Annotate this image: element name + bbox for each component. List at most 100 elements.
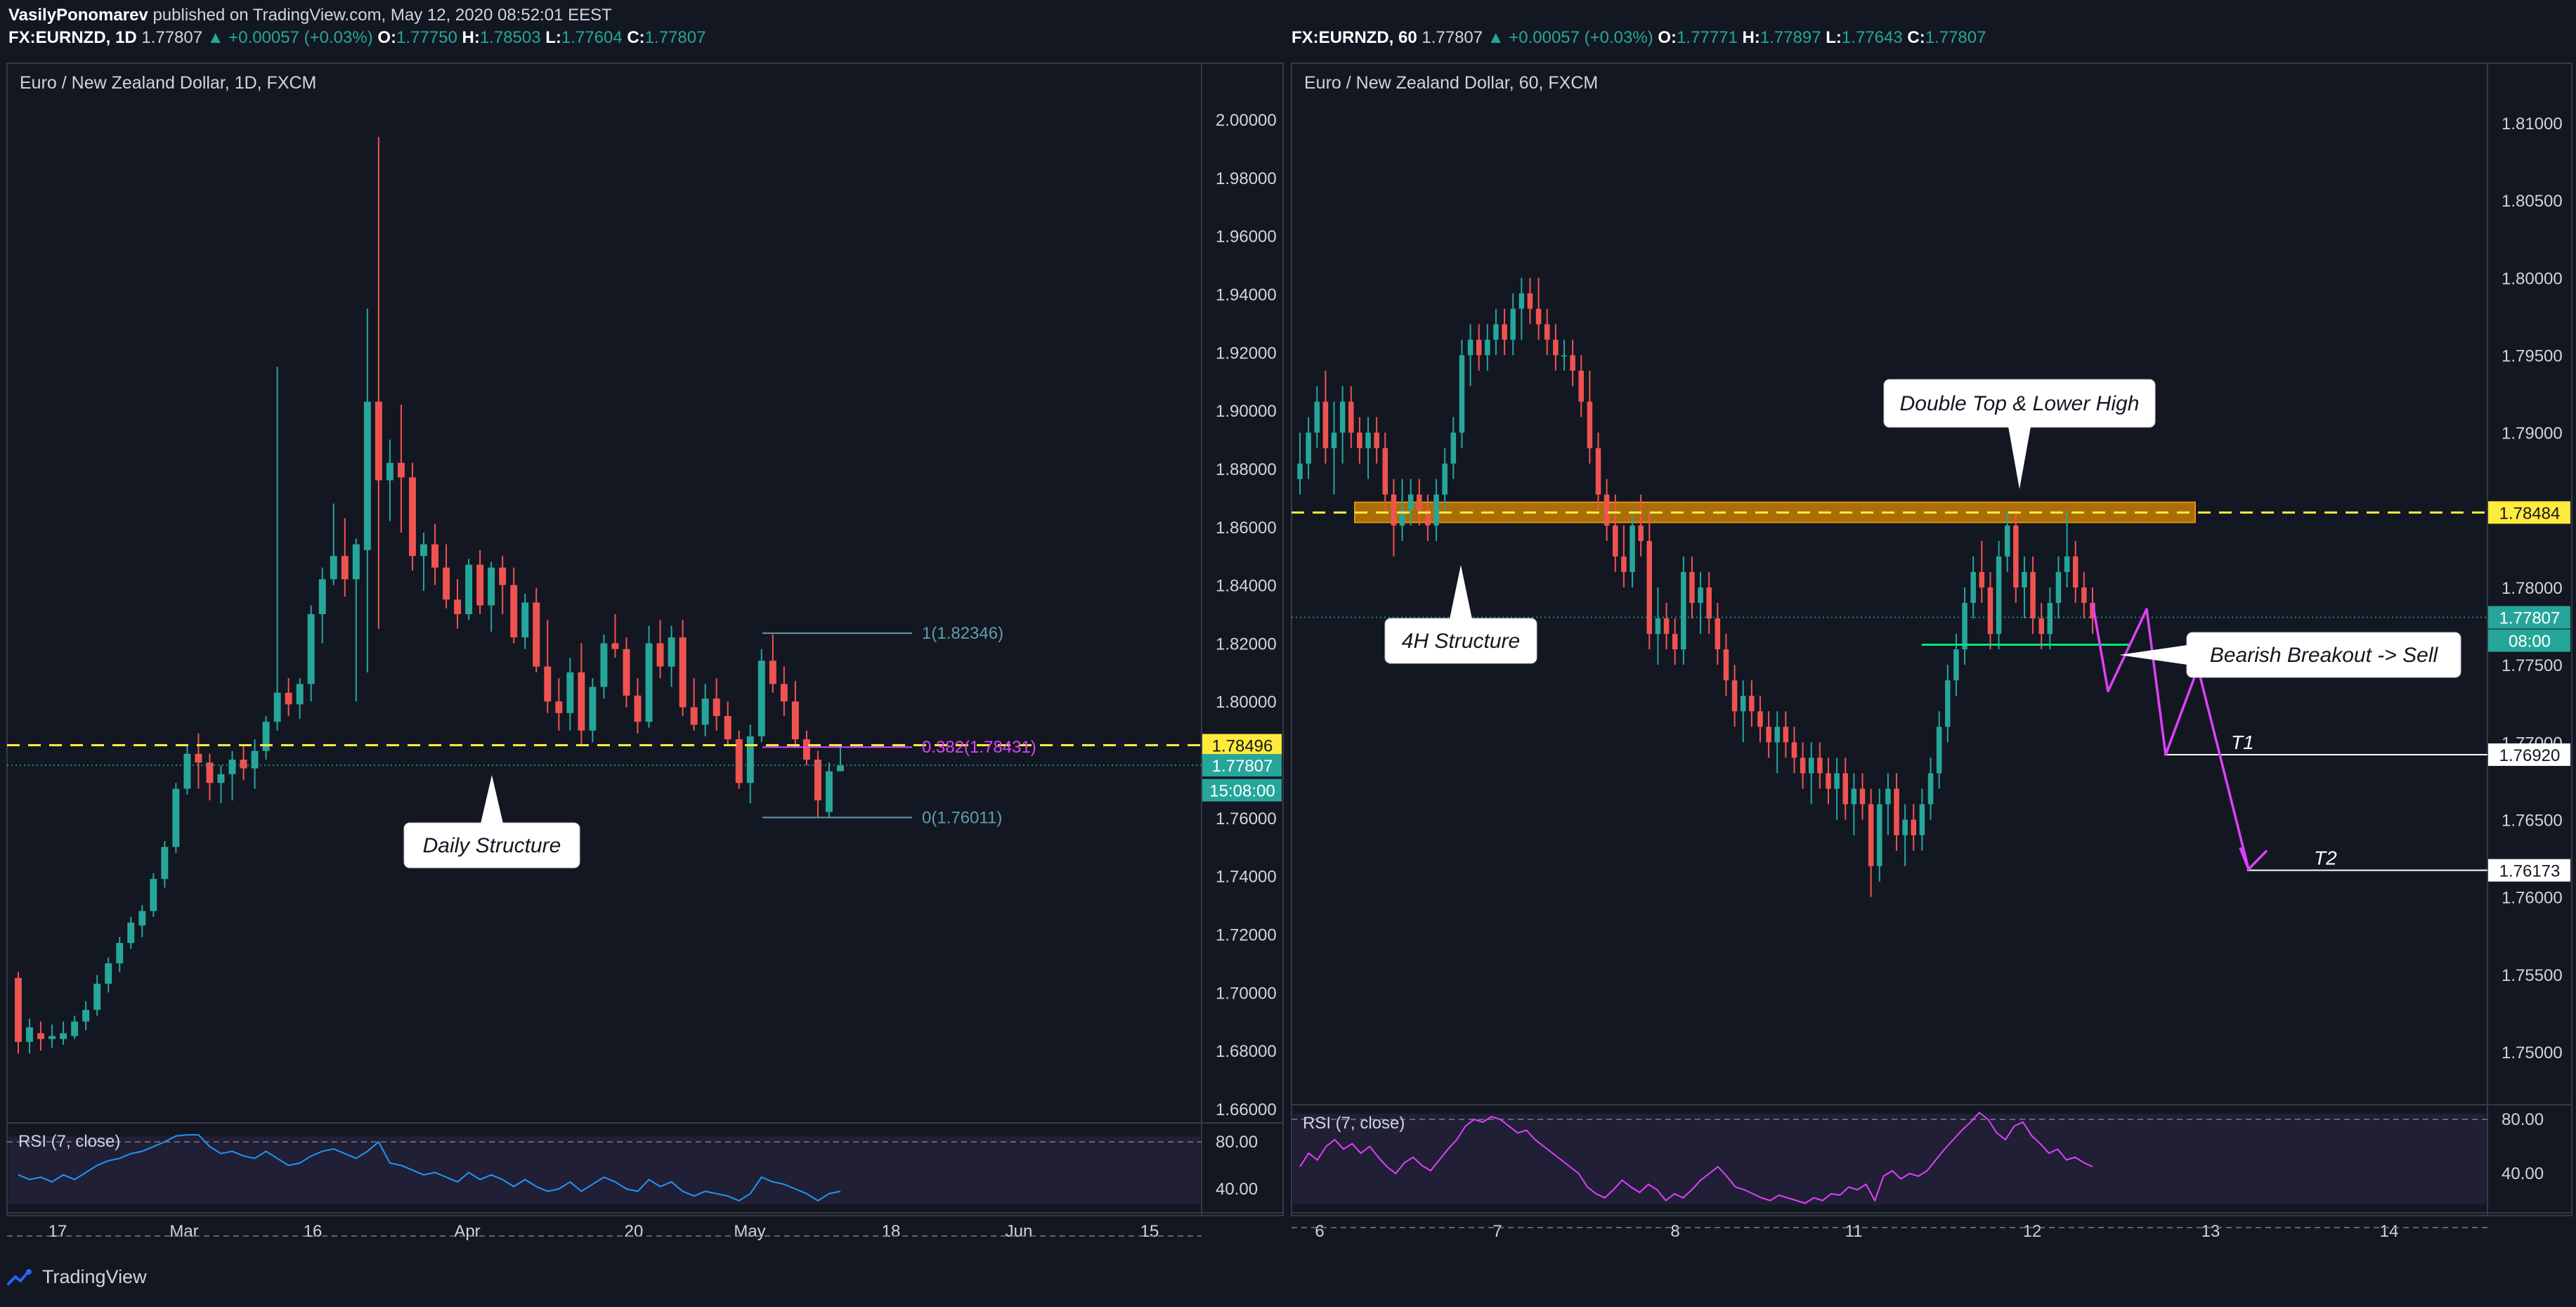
candle-body (1749, 696, 1755, 712)
candle-body (769, 661, 776, 684)
y-tick-label: 1.96000 (1216, 228, 1277, 247)
candle-body (1459, 355, 1465, 433)
candle-body (1681, 571, 1686, 650)
y-tick-label: 1.79500 (2502, 347, 2563, 366)
candle-body (1442, 463, 1448, 495)
candle-body (48, 1036, 56, 1039)
candle-body (1357, 432, 1362, 448)
candle-body (1655, 618, 1661, 635)
y-tick-label: 1.80500 (2502, 192, 2563, 211)
candle-body (589, 687, 597, 731)
y-tick-label: 1.68000 (1216, 1042, 1277, 1061)
x-tick-label: 16 (304, 1222, 323, 1241)
candle-body (285, 692, 292, 705)
right-last: 1.77807 (1422, 28, 1483, 47)
candle-body (443, 567, 450, 600)
y-tick-label: 2.00000 (1216, 111, 1277, 130)
y-tick-label: 1.78000 (2502, 579, 2563, 598)
resistance-zone[interactable] (1354, 501, 2196, 524)
hourly-chart-pane[interactable]: Euro / New Zealand Dollar, 60, FXCM 1.810… (1291, 63, 2572, 1241)
candle-body (93, 983, 101, 1010)
publish-text: published on TradingView.com, May 12, 20… (152, 6, 612, 25)
candle-body (296, 684, 304, 705)
candle-body (397, 462, 405, 478)
rsi-line (1299, 1112, 2093, 1204)
x-tick-label: Mar (169, 1222, 198, 1241)
candle-body (420, 544, 427, 557)
candle-body (386, 462, 393, 481)
candle-body (1646, 540, 1653, 635)
candle-body (1834, 773, 1840, 789)
price-label-text: 1.77807 (1212, 757, 1273, 776)
candle-body (476, 564, 484, 606)
candle-body (1731, 680, 1738, 712)
candle-body (1791, 742, 1797, 758)
candle-body (1595, 448, 1601, 495)
left-low: 1.77604 (561, 28, 623, 47)
candle-body (1757, 711, 1763, 727)
right-open: 1.77771 (1677, 28, 1738, 47)
candle-body (1297, 463, 1303, 479)
candle-body (206, 762, 214, 783)
candle-body (60, 1033, 67, 1039)
candle-body (82, 1010, 90, 1022)
candle-body (1510, 308, 1516, 340)
x-tick-label: Jun (1006, 1222, 1033, 1241)
candle-body (578, 672, 585, 731)
candle-body (318, 579, 326, 614)
author-name[interactable]: VasilyPonomarev (8, 6, 148, 25)
candle-body (814, 760, 821, 801)
fib-level-label: 1(1.82346) (922, 624, 1003, 643)
daily-chart-pane[interactable]: Euro / New Zealand Dollar, 1D, FXCM 2.000… (6, 63, 1284, 1241)
candle-body (611, 643, 619, 649)
left-quote-line: FX:EURNZD, 1D 1.77807 ▲ +0.00057 (+0.03%… (8, 28, 705, 48)
candle-body (1808, 757, 1814, 774)
candle-body (690, 707, 698, 725)
candle-body (37, 1033, 45, 1039)
rsi-tick-label: 40.00 (2502, 1164, 2544, 1183)
projected-path[interactable] (2091, 602, 2250, 870)
footer-brand[interactable]: TradingView (42, 1266, 147, 1287)
candle-body (1399, 509, 1405, 526)
candle-body (341, 556, 349, 580)
candle-body (15, 977, 22, 1042)
candle-body (499, 567, 507, 585)
candle-body (1314, 401, 1320, 433)
candle-body (1894, 788, 1899, 835)
candle-body (826, 771, 833, 812)
x-tick-label: May (734, 1222, 765, 1241)
candle-body (1715, 618, 1721, 650)
candle-body (1868, 804, 1874, 866)
candle-body (2004, 525, 2010, 557)
pane-frame (1291, 63, 2572, 1216)
candle-body (1851, 788, 1857, 805)
y-tick-label: 1.66000 (1216, 1100, 1277, 1119)
candle-body (1425, 509, 1431, 526)
candle-body (1613, 525, 1618, 557)
candle-body (2047, 603, 2053, 635)
candle-body (1740, 696, 1746, 712)
candle-body (1723, 649, 1729, 681)
tradingview-logo-icon[interactable] (7, 1267, 35, 1288)
footer: TradingView (7, 1266, 147, 1288)
candle-body (363, 401, 371, 550)
candle-body (1544, 324, 1550, 340)
candle-body (757, 661, 765, 736)
candle-body (1996, 556, 2002, 635)
chart-title: Euro / New Zealand Dollar, 60, FXCM (1304, 73, 1598, 93)
y-tick-label: 1.82000 (1216, 635, 1277, 654)
candle-body (1766, 727, 1771, 743)
candle-body (746, 736, 754, 783)
x-tick-label: 15 (1140, 1222, 1159, 1241)
candle-body (780, 684, 788, 702)
candle-body (713, 698, 720, 716)
target-label-t1: T1 (2231, 731, 2254, 753)
left-l-label: L: (545, 28, 561, 47)
candle-body (600, 643, 608, 687)
right-low: 1.77643 (1841, 28, 1903, 47)
candle-body (1476, 339, 1482, 356)
y-tick-label: 1.92000 (1216, 344, 1277, 363)
x-tick-label: 20 (625, 1222, 644, 1241)
candle-body (1450, 432, 1457, 464)
